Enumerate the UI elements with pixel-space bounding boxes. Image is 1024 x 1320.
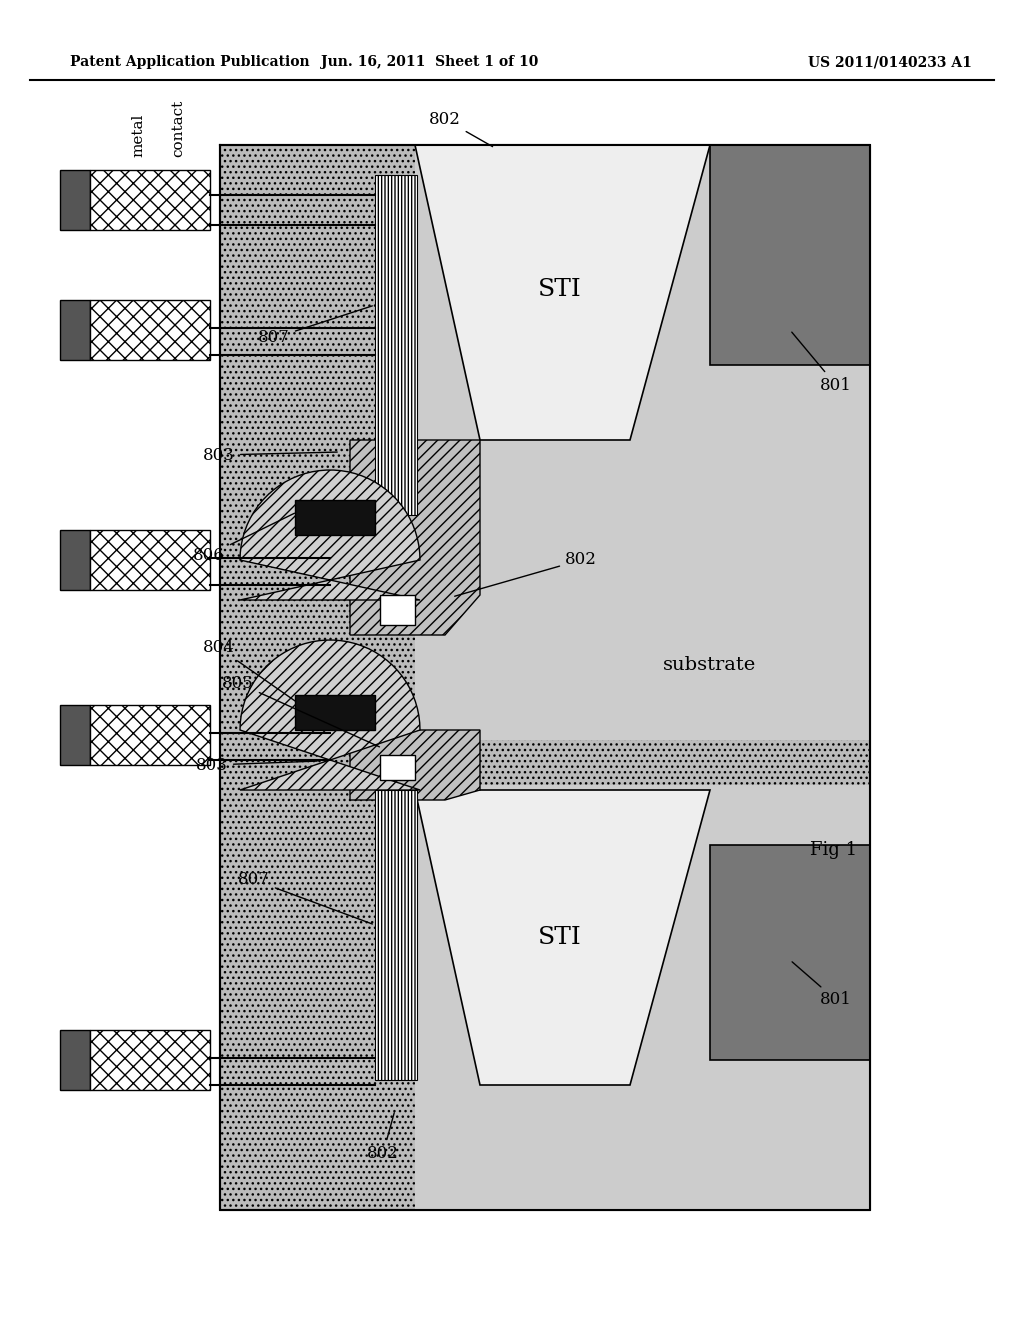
Text: US 2011/0140233 A1: US 2011/0140233 A1 xyxy=(808,55,972,69)
Bar xyxy=(295,696,375,730)
Text: 807: 807 xyxy=(258,306,373,346)
Polygon shape xyxy=(415,789,710,1085)
Polygon shape xyxy=(350,730,480,800)
Bar xyxy=(380,755,415,780)
Bar xyxy=(60,300,90,360)
Bar xyxy=(375,789,417,1080)
Bar xyxy=(295,500,375,535)
Bar xyxy=(90,705,210,766)
Text: 803: 803 xyxy=(197,756,317,774)
Bar xyxy=(90,170,210,230)
Text: 805: 805 xyxy=(222,675,380,747)
Text: 802: 802 xyxy=(429,111,493,147)
Text: 804: 804 xyxy=(203,639,296,701)
Bar xyxy=(60,705,90,766)
Polygon shape xyxy=(350,440,480,635)
Bar xyxy=(60,531,90,590)
Bar xyxy=(380,595,415,624)
Text: Patent Application Publication: Patent Application Publication xyxy=(70,55,309,69)
Text: STI: STI xyxy=(539,279,582,301)
Text: 801: 801 xyxy=(792,333,852,393)
Bar xyxy=(415,595,445,785)
Bar xyxy=(60,170,90,230)
Text: 806: 806 xyxy=(194,513,295,564)
Bar xyxy=(710,145,870,366)
Text: metal: metal xyxy=(131,114,145,157)
Bar xyxy=(90,531,210,590)
Polygon shape xyxy=(415,145,710,440)
Bar xyxy=(220,145,870,1210)
Bar xyxy=(375,176,417,515)
Text: 802: 802 xyxy=(367,1113,399,1162)
Bar xyxy=(710,845,870,1060)
Bar xyxy=(90,1030,210,1090)
Text: contact: contact xyxy=(171,100,185,157)
Bar xyxy=(415,145,870,741)
Bar xyxy=(415,785,870,1210)
Text: 807: 807 xyxy=(239,871,373,924)
Text: STI: STI xyxy=(539,925,582,949)
Bar xyxy=(60,1030,90,1090)
Text: Jun. 16, 2011  Sheet 1 of 10: Jun. 16, 2011 Sheet 1 of 10 xyxy=(322,55,539,69)
Text: substrate: substrate xyxy=(664,656,757,675)
Text: 802: 802 xyxy=(455,552,597,597)
Text: 803: 803 xyxy=(203,446,337,463)
Bar xyxy=(90,300,210,360)
Polygon shape xyxy=(240,470,420,601)
Text: Fig 1: Fig 1 xyxy=(810,841,857,859)
Polygon shape xyxy=(240,640,420,789)
Text: 801: 801 xyxy=(793,962,852,1008)
